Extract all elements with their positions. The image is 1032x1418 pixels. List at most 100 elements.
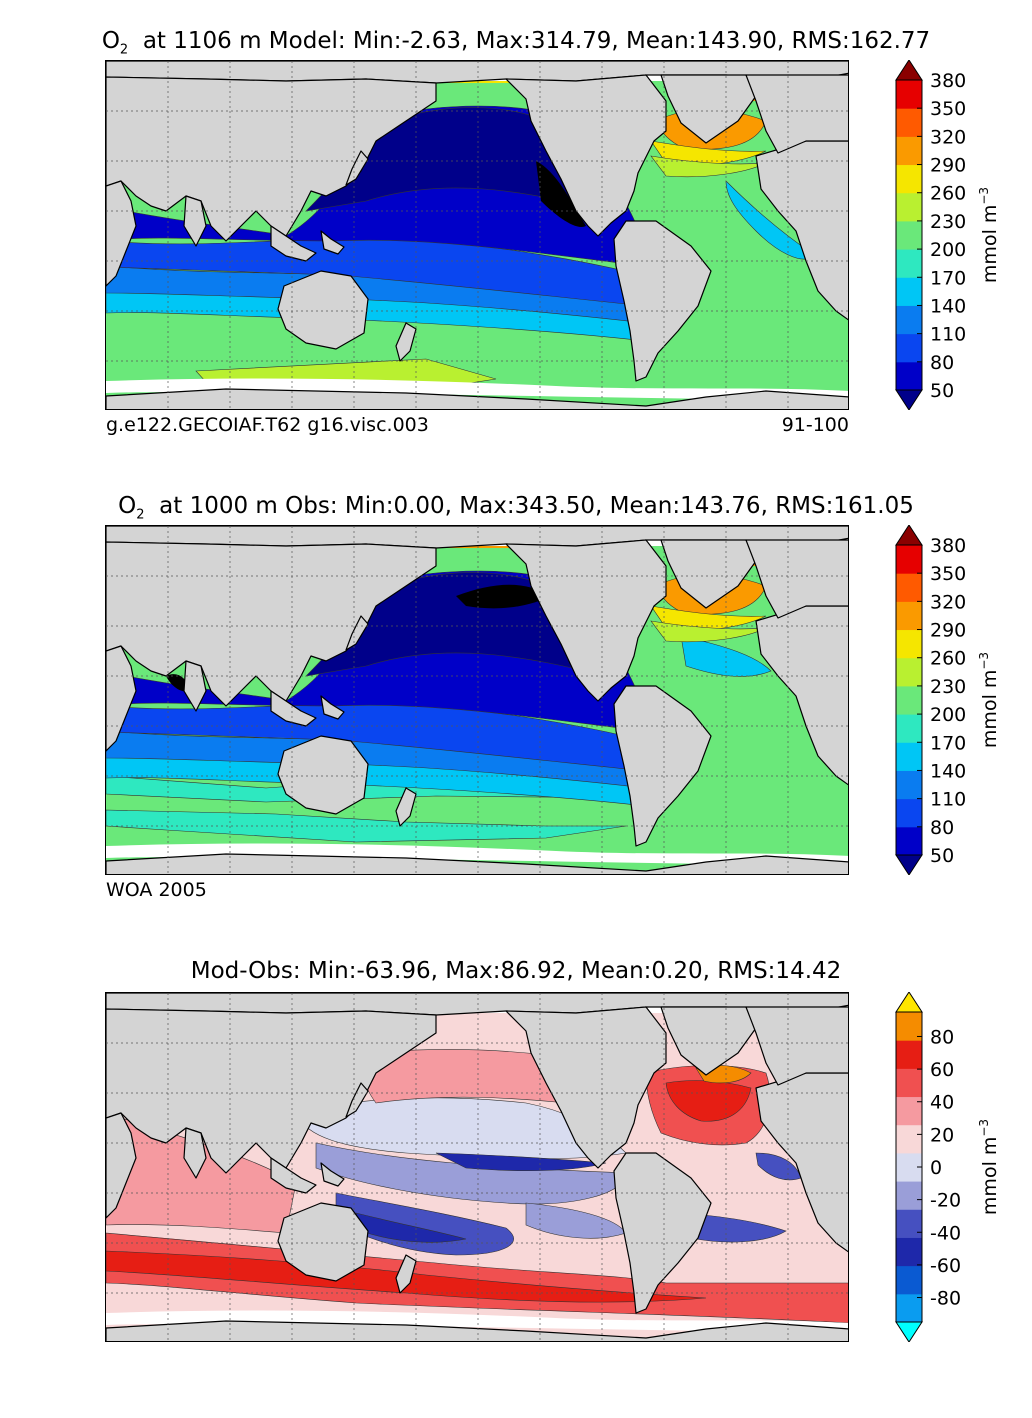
colorbar-tick-label: 200 [930,239,966,261]
graticule [106,61,848,409]
colorbar-tick-label: 110 [930,324,966,346]
colorbar-tick-label: 200 [930,704,966,726]
colorbar-tick-label: 80 [930,352,954,374]
colorbar-unit-label: mmol m−3 [977,652,1001,748]
colorbar-swatch [896,305,922,335]
panel-model: O2 at 1106 m Model: Min:-2.63, Max:314.7… [0,28,1032,488]
colorbar-tick-label: 290 [930,620,966,642]
colorbar-tick-label: 140 [930,760,966,782]
graticule [106,993,848,1341]
title-text: Mod-Obs: Min:-63.96, Max:86.92, Mean:0.2… [190,958,842,984]
panel-title: O2 at 1106 m Model: Min:-2.63, Max:314.7… [0,28,1032,58]
map-svg [106,526,848,874]
colorbar-tick-label: 80 [930,1026,954,1048]
colorbar-tick-label: 320 [930,591,966,613]
colorbar-swatch [896,826,922,856]
colorbar-swatch [896,1293,922,1323]
colorbar-unit-label: mmol m−3 [977,1119,1001,1215]
colorbar-tick-label: 0 [930,1157,942,1179]
colorbar-extend-max [895,525,923,546]
colorbar: 380 350 320 290 260 230 200 170 140 110 80 50 mmol m… [892,60,1012,410]
panel-title: Mod-Obs: Min:-63.96, Max:86.92, Mean:0.2… [0,958,1032,984]
colorbar-tick-label: 50 [930,845,954,867]
colorbar-tick-label: 60 [930,1059,954,1081]
colorbar-tick-label: 110 [930,789,966,811]
colorbar-swatch [896,1096,922,1126]
land-layer [106,993,848,1341]
colorbar-tick-label: -20 [930,1190,961,1212]
panel-diff: Mod-Obs: Min:-63.96, Max:86.92, Mean:0.2… [0,958,1032,1418]
footer-years: 91-100 [781,414,849,436]
colorbar-extend-min [895,854,923,875]
colorbar-swatch [896,685,922,715]
colorbar-swatch [896,249,922,278]
colorbar-tick-label: 380 [930,70,966,92]
colorbar-tick-label: 170 [930,732,966,754]
colorbar-swatch [896,80,922,109]
colorbar-swatch [896,657,922,687]
panel-title: O2 at 1000 m Obs: Min:0.00, Max:343.50, … [0,493,1032,523]
colorbar-tick-label: 320 [930,126,966,148]
colorbar-extend-max [895,60,923,81]
colorbar-swatch [896,136,922,166]
colorbar-tick-label: 350 [930,98,966,120]
land-layer [106,61,848,409]
colorbar-tick-label: -60 [930,1255,961,1277]
map-obs [105,525,849,875]
colorbar-svg: 380 350 320 290 260 230 200 170 140 110 80 50 mmol m… [895,60,1001,410]
colorbar-swatch [896,108,922,137]
colorbar-swatch [896,573,922,602]
colorbar-swatch [896,545,922,574]
colorbar-tick-label: 380 [930,535,966,557]
colorbar-tick-label: 290 [930,155,966,177]
footer-run-name: g.e122.GECOIAF.T62 g16.visc.003 [106,414,429,436]
panel-obs: O2 at 1000 m Obs: Min:0.00, Max:343.50, … [0,493,1032,953]
colorbar-swatch [896,333,922,363]
colorbar-extend-max [895,992,923,1013]
colorbar-swatch [896,714,922,743]
colorbar-svg: 380 350 320 290 260 230 200 170 140 110 80 50 mmol m… [895,525,1001,875]
colorbar-tick-label: 260 [930,183,966,205]
colorbar-swatch [896,1124,922,1154]
colorbar-unit-label: mmol m−3 [977,187,1001,283]
graticule [106,526,848,874]
colorbar: 80 60 40 20 0 -20 -40 -60 -80 mmol m−3 [892,992,1012,1342]
colorbar-tick-label: 80 [930,817,954,839]
colorbar-swatch [896,1181,922,1210]
map-model [105,60,849,410]
colorbar-tick-label: 260 [930,648,966,670]
map-diff [105,992,849,1342]
colorbar-swatch [896,601,922,631]
colorbar-tick-label: 140 [930,295,966,317]
colorbar: 380 350 320 290 260 230 200 170 140 110 80 50 mmol m… [892,525,1012,875]
colorbar-swatch [896,1012,922,1041]
title-text: at 1000 m Obs: Min:0.00, Max:343.50, Mea… [159,493,914,519]
colorbar-tick-label: 50 [930,380,954,402]
colorbar-swatch [896,1068,922,1098]
colorbar-swatch [896,770,922,800]
colorbar-tick-label: 40 [930,1092,954,1114]
colorbar-swatch [896,361,922,391]
title-prefix: O [118,493,137,519]
colorbar-swatch [896,277,922,306]
title-text: at 1106 m Model: Min:-2.63, Max:314.79, … [142,28,931,54]
colorbar-swatch [896,164,922,194]
colorbar-tick-label: 230 [930,676,966,698]
colorbar-swatch [896,1237,922,1267]
colorbar-extend-min [895,1321,923,1342]
colorbar-tick-label: 230 [930,211,966,233]
colorbar-tick-label: 350 [930,563,966,585]
map-svg [106,61,848,409]
colorbar-swatch [896,1040,922,1069]
title-prefix: O [101,28,120,54]
colorbar-svg: 80 60 40 20 0 -20 -40 -60 -80 mmol m−3 [895,992,1001,1342]
colorbar-swatch [896,192,922,222]
map-svg [106,993,848,1341]
colorbar-swatch [896,798,922,828]
title-subscript: 2 [119,42,129,58]
footer-source: WOA 2005 [106,879,207,901]
colorbar-swatch [896,220,922,250]
colorbar-swatch [896,1265,922,1295]
colorbar-swatch [896,629,922,659]
colorbar-tick-label: 20 [930,1124,954,1146]
